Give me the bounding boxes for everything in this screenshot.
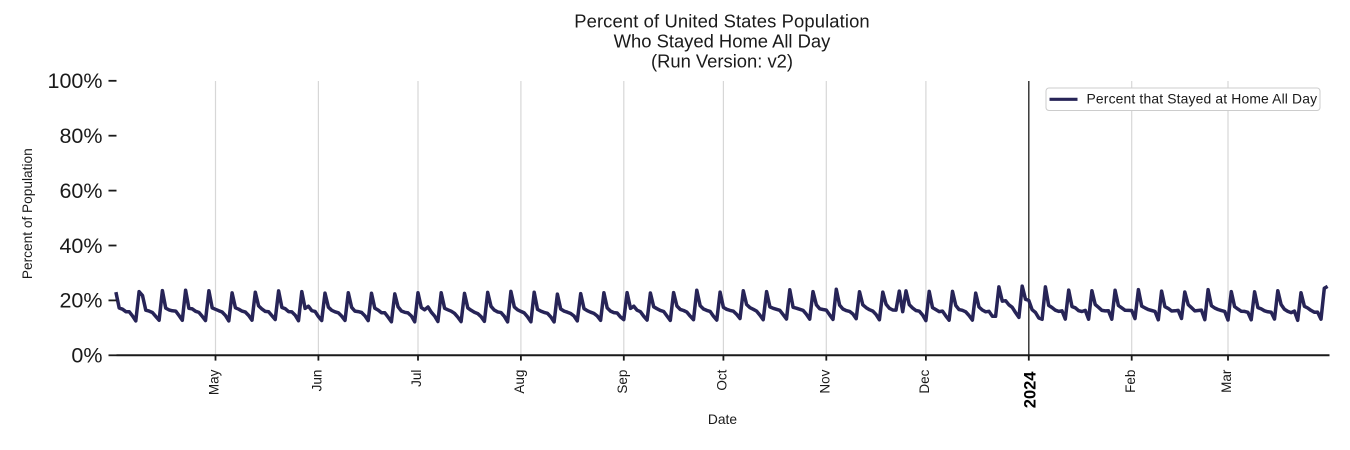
svg-text:(Run Version: v2): (Run Version: v2) [651,51,793,72]
svg-text:80%: 80% [59,124,102,148]
svg-text:May: May [207,369,222,395]
svg-text:40%: 40% [59,234,102,258]
svg-text:Dec: Dec [917,369,932,393]
svg-text:0%: 0% [71,344,102,368]
svg-text:60%: 60% [59,179,102,203]
svg-text:2024: 2024 [1021,371,1039,409]
svg-text:Percent of United States Popul: Percent of United States Population [574,10,870,31]
svg-text:Jun: Jun [310,370,325,392]
svg-text:100%: 100% [48,69,103,93]
svg-text:Sep: Sep [615,370,630,394]
svg-text:Who Stayed Home All Day: Who Stayed Home All Day [614,31,831,52]
svg-text:Oct: Oct [715,369,730,390]
svg-text:Percent that Stayed at Home Al: Percent that Stayed at Home All Day [1087,91,1318,107]
svg-text:Percent of Population: Percent of Population [20,148,35,279]
svg-text:Nov: Nov [818,369,833,393]
svg-text:Feb: Feb [1123,370,1138,393]
svg-text:Jul: Jul [409,370,424,387]
svg-text:20%: 20% [59,289,102,313]
svg-text:Mar: Mar [1219,369,1234,393]
svg-text:Date: Date [708,412,737,427]
svg-text:Aug: Aug [512,370,527,394]
